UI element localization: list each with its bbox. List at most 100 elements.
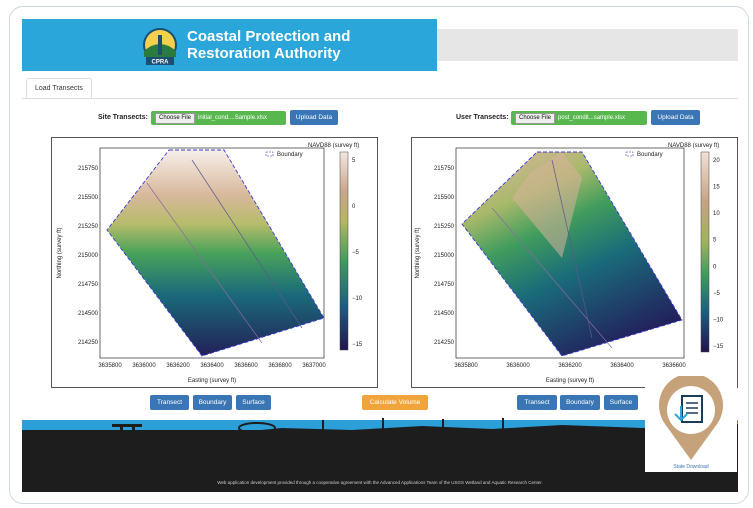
y-tick-label: 214500 — [434, 311, 455, 317]
y-tick-label: 215000 — [78, 253, 99, 259]
y-tick-label: 214250 — [78, 340, 99, 346]
x-tick-label: 3636000 — [132, 363, 156, 369]
colorbar-tick-label: −5 — [352, 250, 360, 256]
right-colorbar — [700, 151, 710, 353]
colorbar-tick-label: −10 — [352, 296, 363, 302]
x-tick-label: 3636000 — [506, 363, 530, 369]
user-file-input[interactable]: Choose File post_condit...sample.xlsx — [511, 111, 647, 125]
colorbar-tick-label: −5 — [713, 291, 721, 297]
left-colorbar — [339, 151, 349, 351]
colorbar-tick-label: 0 — [352, 204, 356, 210]
x-tick-label: 3636400 — [610, 363, 634, 369]
y-tick-label: 215750 — [434, 166, 455, 172]
right-xlabel: Easting (survey ft) — [546, 378, 594, 384]
site-choose-file-button[interactable]: Choose File — [155, 113, 196, 124]
x-tick-label: 3636800 — [268, 363, 292, 369]
colorbar-tick-label: 10 — [713, 211, 720, 217]
y-tick-label: 215500 — [434, 195, 455, 201]
x-tick-label: 3635800 — [454, 363, 478, 369]
site-surface-svg: Boundary NAVD88 (survey ft) Easting (sur… — [57, 143, 363, 384]
tab-load-transects[interactable]: Load Transects — [26, 78, 92, 99]
y-tick-label: 215250 — [434, 224, 455, 230]
user-transects-label: User Transects: — [456, 114, 509, 121]
colorbar-tick-label: −15 — [713, 344, 724, 350]
y-tick-label: 215250 — [78, 224, 99, 230]
colorbar-tick-label: 5 — [713, 238, 717, 244]
left-xticks: 3635800 3636000 3636200 3636400 3636600 36368… — [98, 363, 326, 369]
right-transect-button[interactable]: Transect — [517, 395, 557, 410]
user-upload-button[interactable]: Upload Data — [651, 110, 700, 125]
title-line-2: Restoration Authority — [187, 45, 341, 62]
left-colorbar-title: NAVD88 (survey ft) — [308, 143, 359, 149]
x-tick-label: 3636200 — [166, 363, 190, 369]
left-transect-button[interactable]: Transect — [150, 395, 189, 410]
left-xlabel: Easting (survey ft) — [188, 378, 236, 384]
left-legend-label: Boundary — [277, 152, 303, 158]
left-surface — [107, 150, 324, 356]
right-yticks: 215750 215500 215250 215000 214750 214500 2142… — [434, 166, 455, 346]
left-boundary — [106, 149, 325, 357]
user-choose-file-button[interactable]: Choose File — [515, 113, 556, 124]
user-surface-plot: Boundary NAVD88 (survey ft) Easting (sur… — [411, 137, 738, 388]
colorbar-tick-label: −15 — [352, 342, 363, 348]
right-plot-axes — [455, 147, 685, 359]
state-download-card[interactable]: State Download — [645, 373, 737, 472]
user-surface-svg: Boundary NAVD88 (survey ft) Easting (sur… — [415, 143, 724, 384]
right-transect-2 — [551, 159, 593, 339]
title-line-1: Coastal Protection and — [187, 28, 351, 45]
footer-silhouette — [22, 418, 738, 446]
x-tick-label: 3636600 — [662, 363, 686, 369]
footer: Web application development provided thr… — [22, 418, 738, 492]
y-tick-label: 214500 — [78, 311, 99, 317]
right-legend-swatch — [625, 151, 634, 157]
left-boundary-button[interactable]: Boundary — [193, 395, 232, 410]
left-surface-button[interactable]: Surface — [236, 395, 271, 410]
right-surface-button[interactable]: Surface — [604, 395, 638, 410]
left-cticks: 5 0 −5 −10 −15 — [352, 158, 363, 348]
download-pin-icon[interactable] — [645, 373, 737, 462]
right-transect-1 — [491, 207, 613, 349]
y-tick-label: 214750 — [78, 282, 99, 288]
right-ylabel: Northing (survey ft) — [415, 227, 421, 278]
calculate-volume-button[interactable]: Calculate Volume — [362, 395, 428, 410]
site-surface-plot: Boundary NAVD88 (survey ft) Easting (sur… — [51, 137, 378, 388]
svg-text:CPRA: CPRA — [151, 60, 169, 66]
left-plot-axes — [99, 147, 325, 359]
x-tick-label: 3635800 — [98, 363, 122, 369]
right-xticks: 3635800 3636000 3636200 3636400 3636600 — [454, 363, 686, 369]
x-tick-label: 3637000 — [302, 363, 326, 369]
y-tick-label: 215000 — [434, 253, 455, 259]
site-file-name: initial_cond....Sample.xlsx — [198, 115, 268, 121]
colorbar-tick-label: −10 — [713, 317, 724, 323]
y-tick-label: 215750 — [78, 166, 99, 172]
right-boundary-button[interactable]: Boundary — [560, 395, 600, 410]
y-tick-label: 214250 — [434, 340, 455, 346]
header-grey-bar — [437, 29, 738, 61]
user-file-name: post_condit...sample.xlsx — [558, 115, 626, 121]
y-tick-label: 215500 — [78, 195, 99, 201]
right-cticks: 20 15 10 5 0 −5 −10 −15 — [713, 158, 724, 350]
right-colorbar-title: NAVD88 (survey ft) — [668, 143, 719, 149]
colorbar-tick-label: 15 — [713, 185, 720, 191]
colorbar-tick-label: 5 — [352, 158, 356, 164]
left-legend-swatch — [265, 151, 274, 157]
cpra-logo: CPRA — [143, 28, 177, 66]
left-ylabel: Northing (survey ft) — [57, 227, 63, 278]
x-tick-label: 3636200 — [558, 363, 582, 369]
state-download-label[interactable]: State Download — [673, 464, 709, 470]
site-transects-label: Site Transects: — [98, 114, 148, 121]
right-boundary — [461, 151, 683, 357]
site-upload-button[interactable]: Upload Data — [290, 110, 338, 125]
right-legend-label: Boundary — [637, 152, 663, 158]
left-transect-1 — [146, 182, 263, 344]
colorbar-tick-label: 20 — [713, 158, 720, 164]
colorbar-tick-label: 0 — [713, 264, 717, 270]
page-title: Coastal Protection and Restoration Autho… — [187, 28, 350, 62]
footer-text: Web application development provided thr… — [217, 480, 543, 485]
right-high-ridge — [512, 152, 582, 258]
y-tick-label: 214750 — [434, 282, 455, 288]
site-file-input[interactable]: Choose File initial_cond....Sample.xlsx — [151, 111, 286, 125]
x-tick-label: 3636400 — [200, 363, 224, 369]
left-transect-2 — [191, 159, 303, 329]
left-yticks: 215750 215500 215250 215000 214750 214500 2142… — [78, 166, 99, 346]
